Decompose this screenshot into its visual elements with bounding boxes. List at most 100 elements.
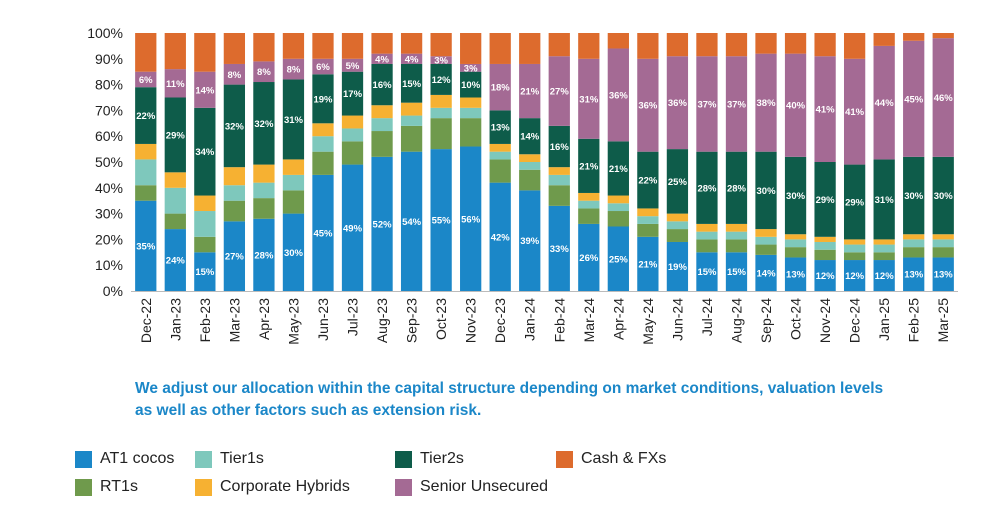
data-label: 13% xyxy=(934,270,954,281)
bar-segment xyxy=(519,162,541,170)
bar-segment xyxy=(578,192,600,201)
bar-segment xyxy=(371,156,393,291)
data-label: 30% xyxy=(904,191,924,202)
legend-item-corporate-hybrids: Corporate Hybrids xyxy=(195,476,350,498)
data-label: 29% xyxy=(816,195,836,206)
bar-segment xyxy=(637,208,659,217)
x-tick-label: Feb-23 xyxy=(197,298,213,343)
data-label: 36% xyxy=(668,98,688,109)
data-label: 14% xyxy=(757,268,777,279)
data-label: 13% xyxy=(491,123,511,134)
bar-segment xyxy=(725,231,748,240)
bar-segment xyxy=(873,252,895,261)
bar-segment xyxy=(666,33,689,57)
bar-segment xyxy=(725,223,748,232)
bar-segment xyxy=(312,123,334,137)
bar-segment xyxy=(637,236,659,291)
bar-segment xyxy=(903,257,925,291)
data-label: 25% xyxy=(609,254,629,265)
bar-segment xyxy=(873,244,895,253)
data-label: 6% xyxy=(139,75,153,86)
legend-item-rt1s: RT1s xyxy=(75,476,138,498)
bar-segment xyxy=(135,87,157,144)
bar-segment xyxy=(696,56,718,152)
bar-segment xyxy=(548,125,570,168)
bar-segment xyxy=(253,218,275,291)
data-label: 41% xyxy=(845,107,865,118)
bar-segment xyxy=(312,174,334,291)
data-label: 21% xyxy=(609,164,629,175)
bar-segment xyxy=(194,33,216,72)
bar-segment xyxy=(755,254,777,291)
bar-segment xyxy=(903,33,925,41)
data-label: 25% xyxy=(668,177,688,188)
bar-segment xyxy=(814,241,836,250)
data-label: 8% xyxy=(257,67,271,78)
bar-segment xyxy=(519,169,541,191)
bar-segment xyxy=(784,239,807,248)
bar-segment xyxy=(253,61,275,83)
bar-segment xyxy=(873,239,895,245)
bar-segment xyxy=(400,53,423,64)
bar-segment xyxy=(341,164,364,291)
bar-segment xyxy=(312,74,334,124)
bar-segment xyxy=(253,33,275,62)
bar-segment xyxy=(932,33,954,39)
data-label: 12% xyxy=(432,75,452,86)
bar-segment xyxy=(843,164,866,240)
legend-swatch-tier1s xyxy=(195,450,212,468)
data-label: 12% xyxy=(845,271,865,282)
bar-segment xyxy=(578,138,600,193)
bar-segment xyxy=(666,56,689,150)
bar-segment xyxy=(223,84,246,168)
data-label: 30% xyxy=(757,186,777,197)
bar-segment xyxy=(460,97,482,108)
x-axis: Dec-22 Jan-23 Feb-23 Mar-23 Apr-23 May-23 Jun-… xyxy=(131,291,958,345)
bar-segment xyxy=(784,33,807,54)
bar-segment xyxy=(223,167,246,186)
bar-segment xyxy=(489,151,511,160)
data-label: 32% xyxy=(225,121,245,132)
bar-segment xyxy=(489,143,511,152)
bar-segment xyxy=(400,33,423,54)
bar-segment xyxy=(548,205,570,291)
bar-segment xyxy=(755,53,777,152)
bar-segment xyxy=(873,33,895,46)
legend-swatch-at1-cocos xyxy=(75,450,92,468)
bar-segment xyxy=(460,63,482,72)
bar-segment xyxy=(135,143,157,160)
data-label: 12% xyxy=(816,271,836,282)
bar-segment xyxy=(194,195,216,212)
bar-segment xyxy=(607,195,629,204)
bar-segment xyxy=(843,58,866,165)
data-label: 52% xyxy=(373,219,393,230)
data-label: 22% xyxy=(136,111,156,122)
bar-segment xyxy=(696,231,718,240)
bar-segment xyxy=(282,58,305,80)
y-tick-label: 50% xyxy=(95,154,123,170)
y-tick-label: 0% xyxy=(103,283,123,299)
data-label: 14% xyxy=(520,132,540,143)
data-label: 54% xyxy=(402,217,422,228)
bar-segment xyxy=(873,45,895,160)
data-label: 27% xyxy=(225,252,245,263)
bar-segment xyxy=(223,221,246,291)
bar-segment xyxy=(755,151,777,230)
legend-label-corporate-hybrids: Corporate Hybrids xyxy=(220,478,350,495)
data-label: 15% xyxy=(195,267,215,278)
legend-item-tier2s: Tier2s xyxy=(395,448,464,470)
x-tick-label: Nov-23 xyxy=(463,298,479,343)
bar-segment xyxy=(637,216,659,224)
data-label: 41% xyxy=(816,105,836,116)
bar-segment xyxy=(282,79,305,160)
x-tick-label: Aug-24 xyxy=(728,298,744,343)
bar-segment xyxy=(312,58,334,75)
bar-segment xyxy=(282,213,305,291)
data-label: 44% xyxy=(875,98,895,109)
data-label: 4% xyxy=(375,54,389,65)
bar-segment xyxy=(282,159,305,175)
bar-segment xyxy=(164,69,186,98)
bar-segment xyxy=(843,252,866,261)
legend-label-cash-fxs: Cash & FXs xyxy=(581,450,667,467)
bar-segment xyxy=(784,234,807,240)
